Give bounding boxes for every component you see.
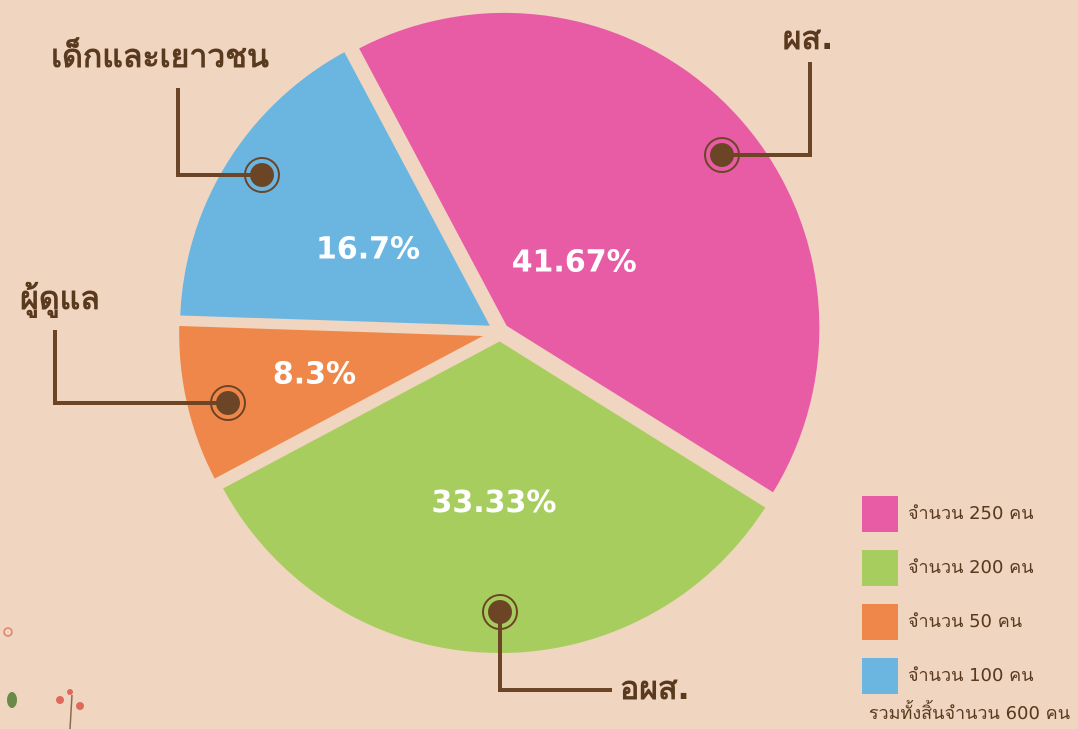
legend-label: จำนวน 200 คน	[908, 557, 1034, 578]
legend-swatch	[862, 496, 898, 532]
category-label: อผส.	[620, 669, 690, 707]
value-label: 8.3%	[273, 357, 356, 392]
chart: 41.67% 33.33% 8.3% 16.7% ผส. อผส. ผู้ดูแล เด็กแ…	[0, 0, 1078, 729]
value-label: 33.33%	[432, 485, 557, 520]
legend-label: จำนวน 50 คน	[908, 611, 1022, 632]
legend-swatch	[862, 604, 898, 640]
value-label: 41.67%	[512, 244, 637, 279]
callout-dot	[216, 391, 240, 415]
callout-dot	[710, 143, 734, 167]
callout-dot	[488, 600, 512, 624]
value-label: 16.7%	[316, 231, 420, 266]
legend-label: จำนวน 250 คน	[908, 503, 1034, 524]
category-label: ผส.	[783, 19, 833, 57]
legend-label: จำนวน 100 คน	[908, 665, 1034, 686]
total-label: รวมทั้งสิ้นจำนวน 600 คน	[869, 700, 1070, 724]
callout-dot	[250, 163, 274, 187]
category-label: เด็กและเยาวชน	[51, 36, 269, 75]
legend-swatch	[862, 658, 898, 694]
category-label: ผู้ดูแล	[20, 279, 100, 319]
legend-swatch	[862, 550, 898, 586]
